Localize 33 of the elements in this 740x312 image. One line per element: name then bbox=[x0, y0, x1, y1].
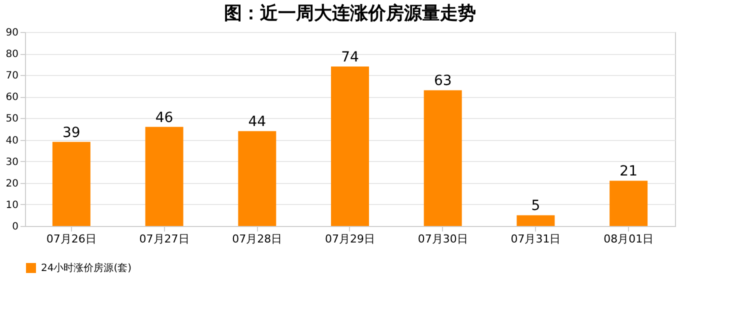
y-tick-label: 10 bbox=[6, 200, 18, 211]
bar bbox=[145, 126, 184, 226]
data-label: 46 bbox=[155, 110, 174, 126]
data-label: 21 bbox=[620, 164, 638, 180]
data-label: 5 bbox=[531, 198, 540, 214]
bar bbox=[610, 180, 648, 226]
data-label: 44 bbox=[248, 114, 266, 130]
x-tick-label: 07月30日 bbox=[418, 232, 468, 246]
y-tick-label: 40 bbox=[6, 135, 18, 146]
y-tick-label: 0 bbox=[12, 222, 18, 232]
data-label: 63 bbox=[434, 73, 452, 90]
bar bbox=[424, 90, 462, 226]
data-label: 39 bbox=[62, 124, 80, 141]
data-label: 74 bbox=[341, 49, 359, 66]
x-tick-label: 08月01日 bbox=[604, 232, 654, 246]
y-tick-label: 20 bbox=[6, 178, 18, 190]
y-tick-label: 60 bbox=[6, 92, 18, 104]
y-tick-label: 90 bbox=[6, 28, 18, 38]
y-tick-label: 30 bbox=[6, 156, 18, 168]
x-tick-label: 07月29日 bbox=[325, 232, 375, 246]
bar bbox=[52, 142, 90, 226]
legend-label: 24小时涨价房源(套) bbox=[41, 262, 132, 274]
bar bbox=[516, 215, 555, 226]
y-tick-label: 50 bbox=[6, 114, 18, 125]
chart-title: 图：近一周大连涨价房源量走势 bbox=[224, 3, 476, 24]
x-tick-label: 07月31日 bbox=[510, 232, 561, 246]
bar bbox=[238, 131, 276, 226]
y-tick-label: 70 bbox=[6, 70, 18, 82]
x-tick-label: 07月27日 bbox=[139, 232, 190, 246]
x-tick-label: 07月28日 bbox=[232, 232, 282, 246]
x-tick-label: 07月26日 bbox=[46, 232, 96, 246]
bar bbox=[331, 66, 369, 226]
y-tick-label: 80 bbox=[6, 49, 18, 60]
